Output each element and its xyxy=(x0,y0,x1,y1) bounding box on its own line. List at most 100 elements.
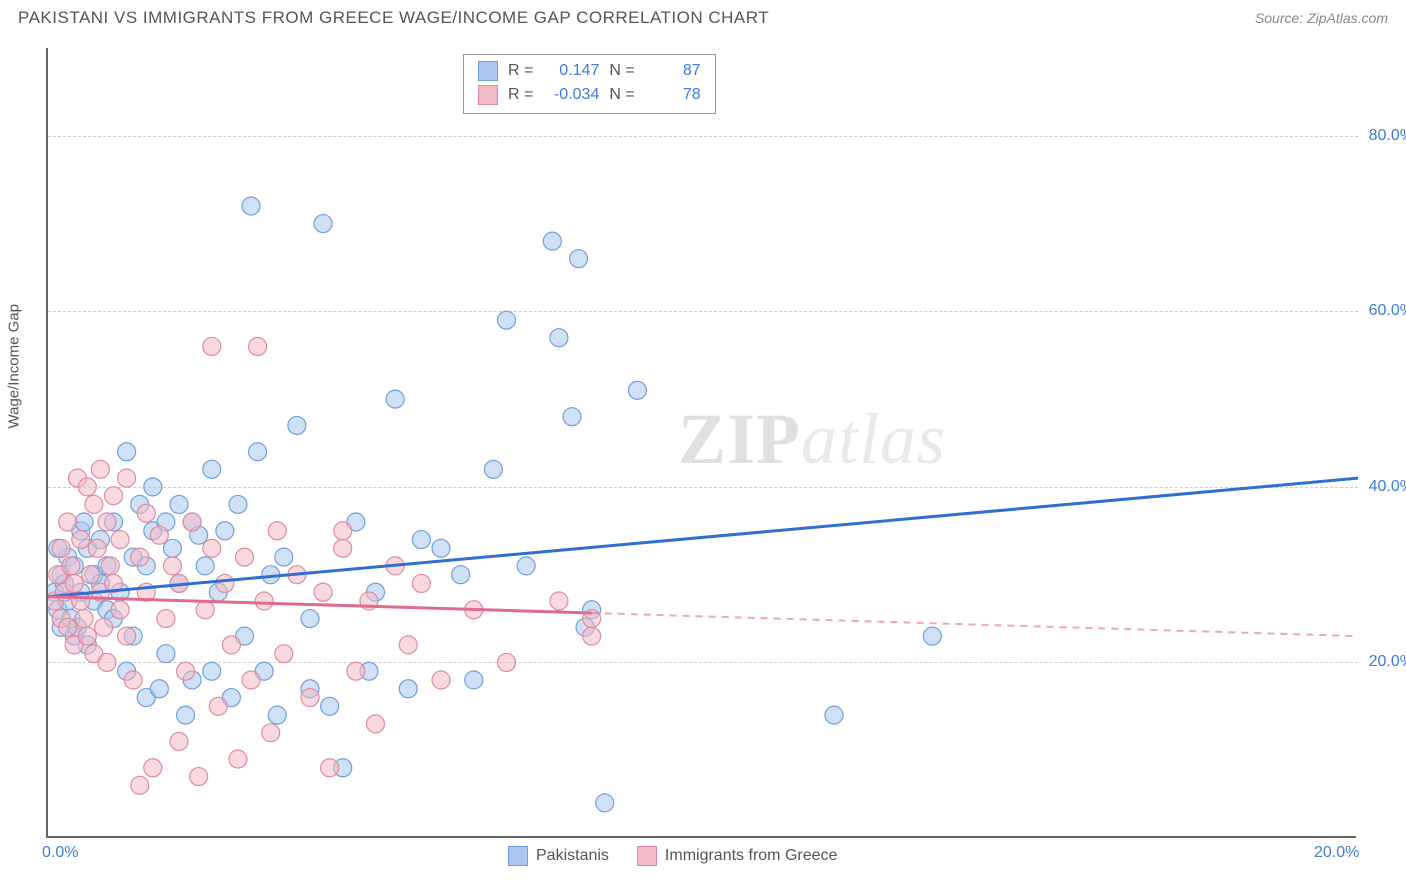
legend-item-2: Immigrants from Greece xyxy=(637,846,837,866)
data-point xyxy=(347,662,365,680)
r-label-1: R = xyxy=(508,59,533,83)
data-point xyxy=(229,750,247,768)
data-point xyxy=(163,539,181,557)
data-point xyxy=(118,627,136,645)
trend-line xyxy=(48,478,1358,596)
data-point xyxy=(923,627,941,645)
data-point xyxy=(563,408,581,426)
data-point xyxy=(583,627,601,645)
trend-line-extrapolated xyxy=(592,613,1358,636)
data-point xyxy=(334,522,352,540)
swatch-series-2 xyxy=(478,85,498,105)
data-point xyxy=(236,548,254,566)
data-point xyxy=(105,487,123,505)
data-point xyxy=(314,215,332,233)
n-label-2: N = xyxy=(609,83,634,107)
data-point xyxy=(255,592,273,610)
data-point xyxy=(78,627,96,645)
data-point xyxy=(72,531,90,549)
data-point xyxy=(91,460,109,478)
data-point xyxy=(170,732,188,750)
data-point xyxy=(321,697,339,715)
data-point xyxy=(183,513,201,531)
data-point xyxy=(314,583,332,601)
data-point xyxy=(242,197,260,215)
y-tick-label: 80.0% xyxy=(1369,127,1406,145)
r-value-1: 0.147 xyxy=(547,59,599,83)
legend-label-1: Pakistanis xyxy=(536,847,609,865)
data-point xyxy=(144,478,162,496)
n-label-1: N = xyxy=(609,59,634,83)
scatter-plot-svg xyxy=(48,48,1358,838)
data-point xyxy=(95,618,113,636)
data-point xyxy=(203,539,221,557)
n-value-1: 87 xyxy=(649,59,701,83)
data-point xyxy=(399,636,417,654)
legend: Pakistanis Immigrants from Greece xyxy=(508,846,837,866)
x-tick-label: 20.0% xyxy=(1314,844,1359,862)
data-point xyxy=(275,645,293,663)
legend-swatch-2 xyxy=(637,846,657,866)
n-value-2: 78 xyxy=(649,83,701,107)
data-point xyxy=(367,715,385,733)
data-point xyxy=(249,443,267,461)
data-point xyxy=(412,574,430,592)
x-tick-label: 0.0% xyxy=(42,844,78,862)
data-point xyxy=(85,495,103,513)
y-tick-label: 60.0% xyxy=(1369,302,1406,320)
r-value-2: -0.034 xyxy=(547,83,599,107)
data-point xyxy=(203,337,221,355)
data-point xyxy=(216,522,234,540)
data-point xyxy=(118,469,136,487)
data-point xyxy=(432,539,450,557)
data-point xyxy=(262,724,280,742)
data-point xyxy=(137,504,155,522)
data-point xyxy=(465,671,483,689)
data-point xyxy=(203,460,221,478)
data-point xyxy=(268,706,286,724)
y-axis-label: Wage/Income Gap xyxy=(6,304,23,429)
data-point xyxy=(131,548,149,566)
r-label-2: R = xyxy=(508,83,533,107)
data-point xyxy=(82,566,100,584)
legend-swatch-1 xyxy=(508,846,528,866)
data-point xyxy=(75,513,93,531)
data-point xyxy=(386,390,404,408)
data-point xyxy=(65,574,83,592)
data-point xyxy=(399,680,417,698)
data-point xyxy=(629,381,647,399)
plot-area: ZIPatlas R = 0.147 N = 87 R = -0.034 N =… xyxy=(46,48,1356,838)
data-point xyxy=(111,601,129,619)
y-tick-label: 40.0% xyxy=(1369,478,1406,496)
data-point xyxy=(163,557,181,575)
data-point xyxy=(229,495,247,513)
data-point xyxy=(268,522,286,540)
data-point xyxy=(334,539,352,557)
chart-container: ZIPatlas R = 0.147 N = 87 R = -0.034 N =… xyxy=(46,48,1386,838)
data-point xyxy=(101,557,119,575)
data-point xyxy=(170,495,188,513)
data-point xyxy=(111,531,129,549)
data-point xyxy=(209,697,227,715)
data-point xyxy=(196,601,214,619)
data-point xyxy=(177,706,195,724)
data-point xyxy=(157,645,175,663)
legend-item-1: Pakistanis xyxy=(508,846,609,866)
data-point xyxy=(190,768,208,786)
data-point xyxy=(88,539,106,557)
data-point xyxy=(150,526,168,544)
data-point xyxy=(596,794,614,812)
data-point xyxy=(550,329,568,347)
data-point xyxy=(62,557,80,575)
data-point xyxy=(75,610,93,628)
data-point xyxy=(301,689,319,707)
data-point xyxy=(517,557,535,575)
data-point xyxy=(150,680,168,698)
source-attribution: Source: ZipAtlas.com xyxy=(1255,10,1388,26)
data-point xyxy=(124,671,142,689)
legend-label-2: Immigrants from Greece xyxy=(665,847,837,865)
data-point xyxy=(157,610,175,628)
chart-title: PAKISTANI VS IMMIGRANTS FROM GREECE WAGE… xyxy=(18,8,769,28)
data-point xyxy=(216,574,234,592)
data-point xyxy=(59,513,77,531)
